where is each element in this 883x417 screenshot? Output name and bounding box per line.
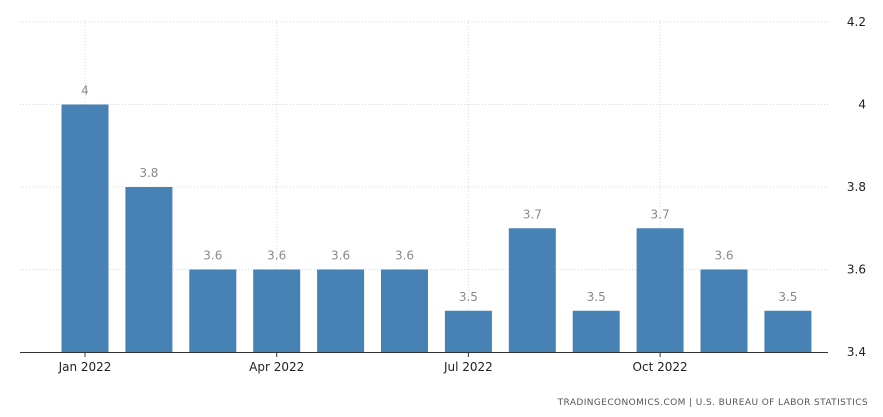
bar [317, 269, 365, 352]
data-label: 3.6 [714, 249, 733, 263]
x-tick-label: Jan 2022 [58, 360, 112, 374]
bar [636, 228, 684, 352]
data-label: 3.7 [651, 207, 670, 221]
data-label: 3.5 [778, 290, 797, 304]
bar [700, 269, 748, 352]
data-labels: 4 3.8 3.6 3.6 3.6 3.6 3.5 3.7 3.5 3.7 3.6 3.5 [81, 84, 797, 304]
data-label: 3.6 [203, 249, 222, 263]
data-label: 3.8 [139, 166, 158, 180]
x-tick-label: Apr 2022 [249, 360, 304, 374]
data-label: 4 [81, 84, 89, 98]
source-credit: TRADINGECONOMICS.COM | U.S. BUREAU OF LA… [557, 398, 868, 408]
bar [508, 228, 556, 352]
bar [125, 187, 173, 352]
data-label: 3.6 [267, 249, 286, 263]
y-axis: 3.4 3.6 3.8 4 4.2 [847, 15, 866, 359]
data-label: 3.5 [459, 290, 478, 304]
bar [61, 104, 109, 352]
y-tick-label: 4.2 [847, 15, 866, 29]
data-label: 3.7 [523, 207, 542, 221]
bar [444, 310, 492, 352]
y-tick-label: 3.8 [847, 180, 866, 194]
bar [189, 269, 237, 352]
data-label: 3.5 [587, 290, 606, 304]
bar [381, 269, 428, 352]
x-axis: Jan 2022 Apr 2022 Jul 2022 Oct 2022 [20, 352, 828, 374]
bar [572, 310, 620, 352]
data-label: 3.6 [331, 249, 350, 263]
bar [253, 269, 301, 352]
bar [764, 310, 812, 352]
x-tick-label: Oct 2022 [633, 360, 688, 374]
bars [61, 104, 812, 352]
data-label: 3.6 [395, 249, 414, 263]
y-tick-label: 3.4 [847, 345, 866, 359]
x-tick-label: Jul 2022 [443, 360, 493, 374]
y-tick-label: 4 [858, 98, 866, 112]
y-tick-label: 3.6 [847, 263, 866, 277]
